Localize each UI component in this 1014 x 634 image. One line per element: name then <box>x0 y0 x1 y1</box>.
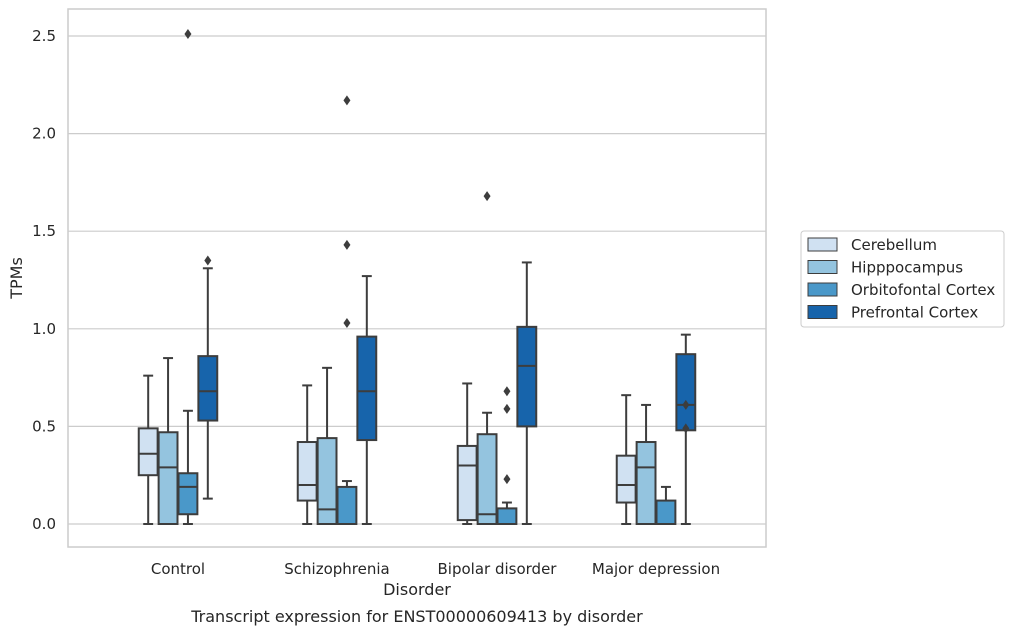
box-iqr <box>296 441 318 502</box>
box-iqr <box>137 427 159 477</box>
outlier-point <box>682 399 690 410</box>
box-iqr <box>476 433 498 526</box>
box-group <box>137 374 159 525</box>
outlier-point <box>204 255 212 266</box>
y-tick-label: 0.5 <box>32 417 56 435</box>
box-group <box>456 382 478 525</box>
box-iqr <box>157 431 179 526</box>
outlier-point <box>343 95 351 106</box>
y-tick-label: 1.0 <box>32 320 56 338</box>
box-iqr <box>356 335 378 442</box>
outlier-point <box>343 317 351 328</box>
outlier-point <box>184 29 192 40</box>
box-group <box>157 357 179 526</box>
outlier-point <box>503 386 511 397</box>
legend-swatch <box>807 260 838 274</box>
box-group <box>316 366 338 525</box>
legend-frame <box>800 230 1005 328</box>
x-tick-label: Schizophrenia <box>284 560 389 578</box>
x-axis-label: Disorder <box>383 580 451 599</box>
box-group <box>615 394 637 525</box>
box-series <box>137 29 697 526</box>
box-group <box>336 95 358 525</box>
legend: Cerebellum Hipppocampus Orbitofontal Corte… <box>800 230 1005 328</box>
legend-swatch <box>807 305 838 319</box>
box-iqr <box>197 355 219 422</box>
box-group <box>476 191 498 526</box>
y-tick-label: 1.5 <box>32 222 56 240</box>
y-tick-label: 0.0 <box>32 515 56 533</box>
box-iqr <box>516 325 538 428</box>
y-axis-label: TPMs <box>7 257 26 300</box>
box-iqr <box>496 507 518 526</box>
outlier-point <box>483 191 491 202</box>
box-iqr <box>655 499 677 525</box>
box-group <box>356 275 378 525</box>
box-iqr <box>177 472 199 516</box>
legend-swatch <box>807 237 838 252</box>
legend-swatch <box>807 282 838 297</box>
y-tick-label: 2.0 <box>32 125 56 143</box>
y-tick-label: 2.5 <box>32 27 56 45</box>
x-tick-labels: Control Schizophrenia Bipolar disorder Majo… <box>151 560 720 578</box>
outlier-point <box>343 239 351 250</box>
outlier-point <box>682 423 690 434</box>
box-group <box>296 384 318 525</box>
plot-area-frame <box>67 8 767 548</box>
box-group <box>197 255 219 500</box>
box-group <box>655 485 677 525</box>
box-group <box>496 386 518 526</box>
box-iqr <box>675 353 697 432</box>
legend-label: Prefrontal Cortex <box>851 304 978 322</box>
box-iqr <box>336 485 358 525</box>
box-iqr <box>316 437 338 525</box>
box-group <box>177 29 199 525</box>
box-iqr <box>456 444 478 522</box>
x-tick-label: Control <box>151 560 205 578</box>
box-group <box>635 403 657 525</box>
box-iqr <box>615 454 637 504</box>
x-tick-label: Major depression <box>592 560 720 578</box>
x-tick-label: Bipolar disorder <box>438 560 558 578</box>
outlier-point <box>503 474 511 485</box>
box-group <box>675 333 697 525</box>
chart-caption: Transcript expression for ENST0000060941… <box>190 607 643 626</box>
outlier-point <box>503 403 511 414</box>
box-iqr <box>635 441 657 525</box>
legend-label: Hipppocampus <box>851 259 963 277</box>
legend-label: Orbitofontal Cortex <box>851 281 995 299</box>
y-tick-labels: 0.0 0.5 1.0 1.5 2.0 2.5 <box>32 27 56 533</box>
legend-label: Cerebellum <box>851 236 937 254</box>
box-group <box>516 261 538 525</box>
